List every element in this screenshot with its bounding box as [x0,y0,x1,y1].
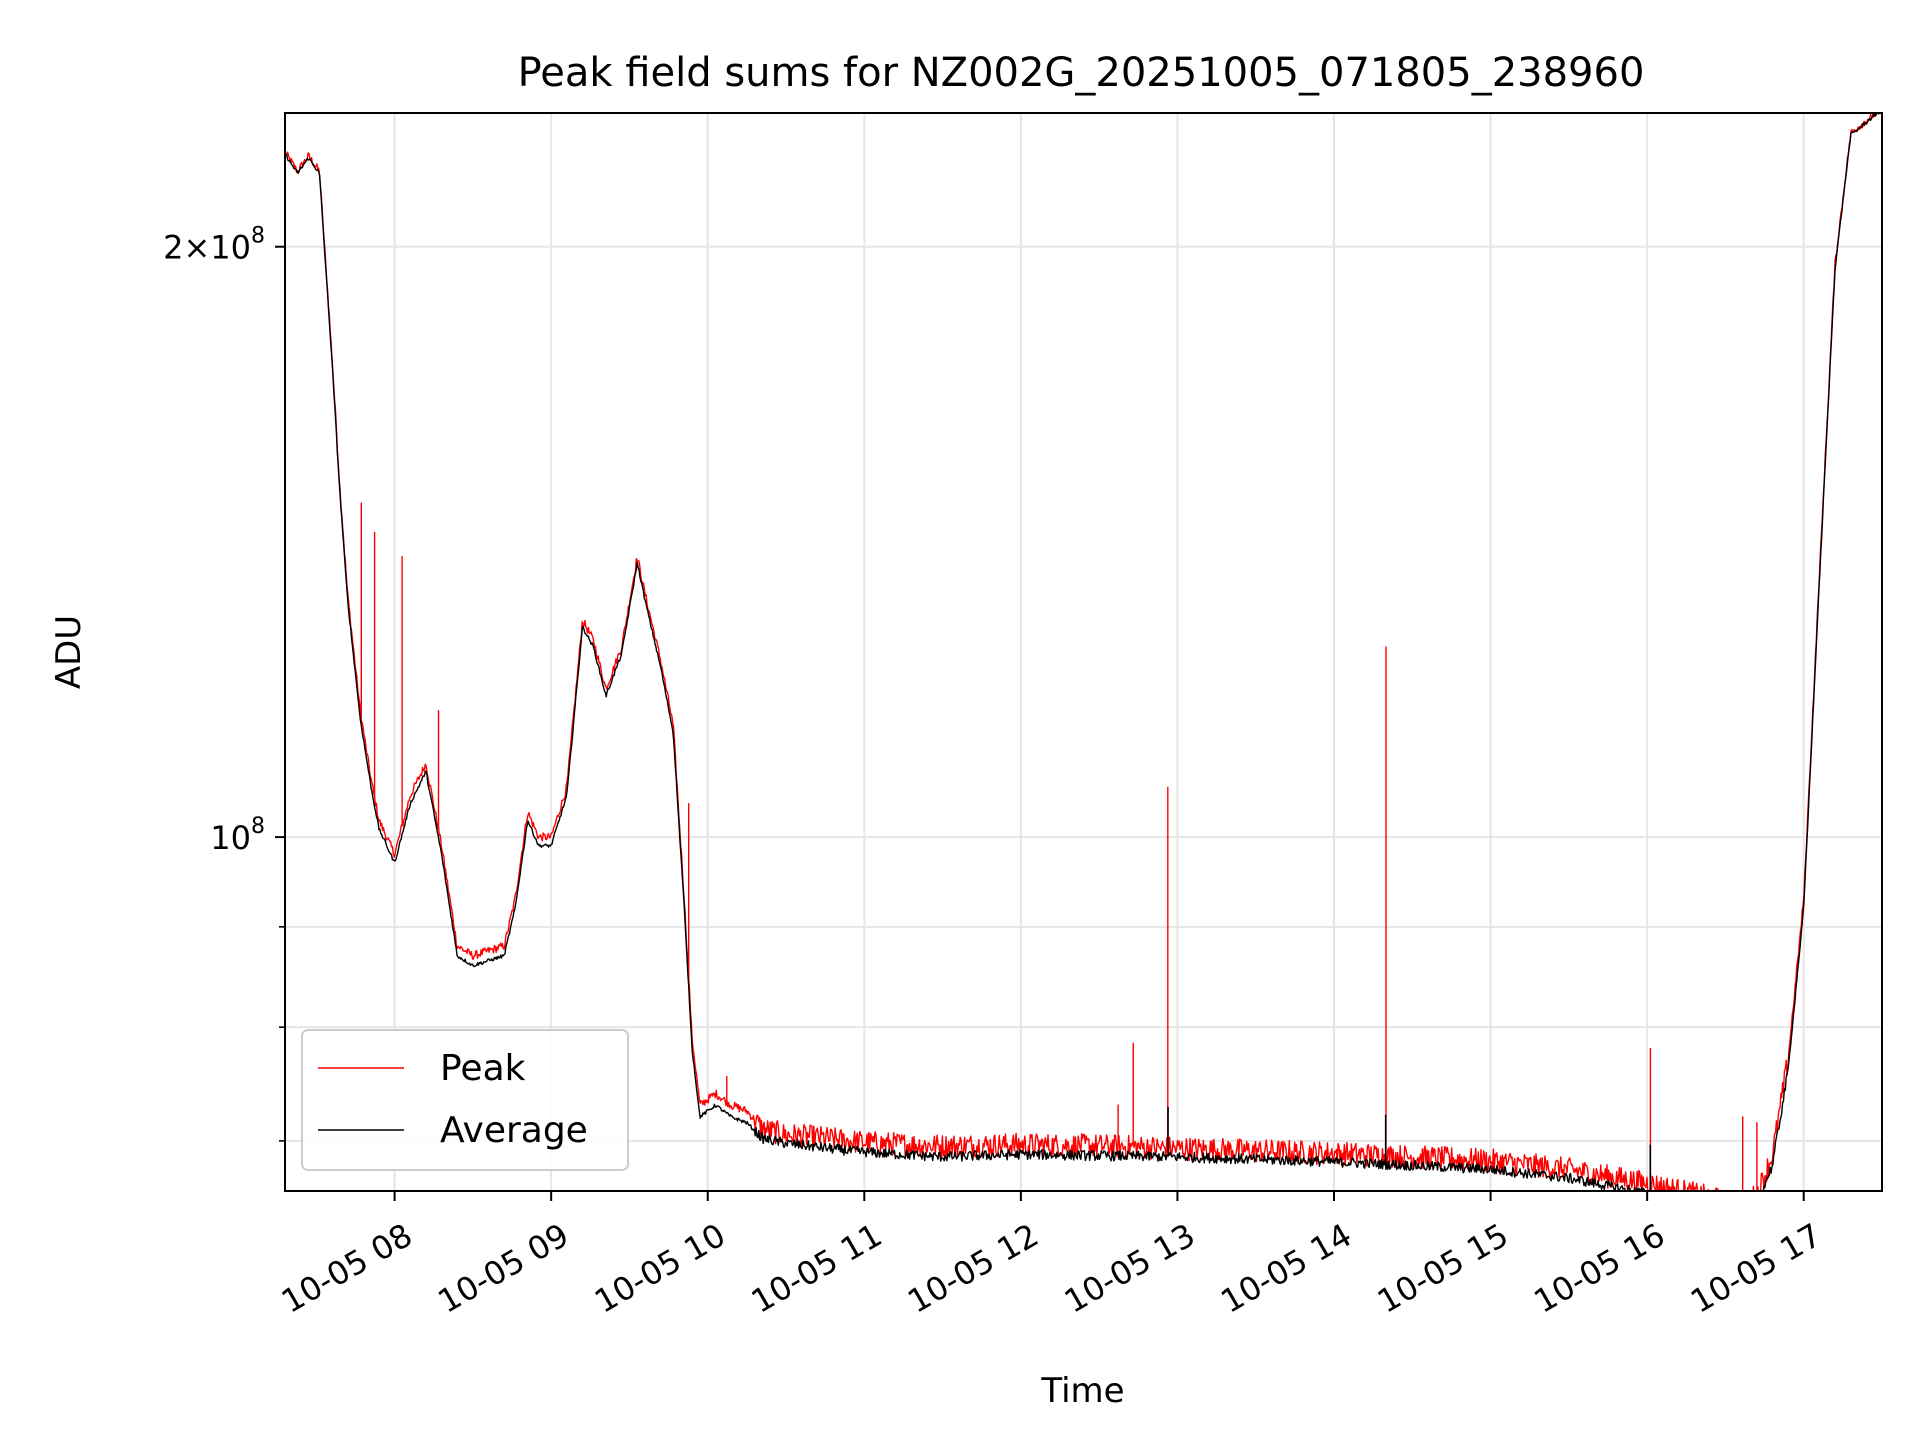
y-tick-exponent: 8 [251,814,265,839]
y-tick-label: 108 [210,814,265,857]
y-tick-base: 10 [210,819,251,857]
plot-series [285,113,1880,1191]
legend-average-label: Average [440,1110,588,1151]
legend: Peak Average [301,1029,629,1171]
y-tick-label: 2×108 [163,224,265,267]
series-peak-line [285,113,1878,1191]
y-tick-base: 10 [210,229,251,267]
y-tick-mantissa: 2 [163,229,183,267]
y-axis-label: ADU [49,615,89,689]
x-axis-label: Time [1040,1371,1124,1411]
y-tick-times: × [183,229,210,267]
legend-frame [301,1029,629,1171]
plot-frame [284,112,1883,1192]
legend-peak-label: Peak [440,1048,526,1089]
chart-title: Peak field sums for NZ002G_20251005_0718… [518,50,1645,96]
y-tick-exponent: 8 [251,224,265,249]
series-average-line [285,113,1880,1191]
